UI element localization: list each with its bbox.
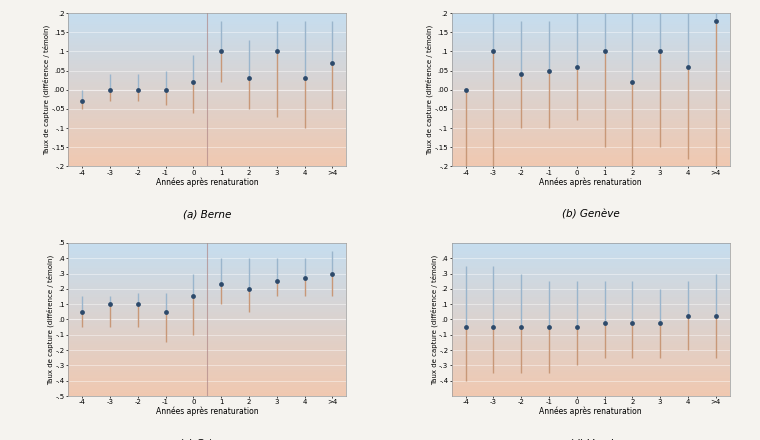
Point — [215, 48, 227, 55]
Point — [571, 63, 583, 70]
X-axis label: Années après renaturation: Années après renaturation — [156, 407, 258, 416]
Text: (d) Vaud: (d) Vaud — [568, 439, 613, 440]
X-axis label: Années après renaturation: Années après renaturation — [540, 177, 642, 187]
Text: (b) Genève: (b) Genève — [562, 209, 619, 219]
Point — [104, 86, 116, 93]
Point — [682, 313, 694, 320]
Point — [299, 75, 311, 82]
Point — [599, 319, 611, 326]
Point — [326, 270, 338, 277]
Y-axis label: Taux de capture (différence / témoin): Taux de capture (différence / témoin) — [47, 254, 54, 385]
Point — [187, 293, 199, 300]
Y-axis label: Taux de capture (différence / témoin): Taux de capture (différence / témoin) — [430, 254, 438, 385]
Point — [76, 308, 88, 315]
Y-axis label: Taux de capture (différence / témoin): Taux de capture (différence / témoin) — [43, 25, 50, 155]
Point — [460, 323, 472, 330]
Text: (c) Grisons: (c) Grisons — [179, 439, 236, 440]
Point — [543, 67, 555, 74]
Point — [160, 308, 172, 315]
Point — [243, 75, 255, 82]
Point — [515, 71, 527, 78]
Point — [626, 79, 638, 86]
Point — [299, 275, 311, 282]
Point — [626, 319, 638, 326]
Point — [654, 48, 667, 55]
Point — [104, 301, 116, 308]
Point — [571, 323, 583, 330]
Point — [215, 281, 227, 288]
Point — [682, 63, 694, 70]
Point — [271, 48, 283, 55]
Point — [515, 323, 527, 330]
Point — [243, 285, 255, 292]
X-axis label: Années après renaturation: Années après renaturation — [540, 407, 642, 416]
Point — [326, 59, 338, 66]
Point — [543, 323, 555, 330]
Point — [271, 278, 283, 285]
Y-axis label: Taux de capture (différence / témoin): Taux de capture (différence / témoin) — [426, 25, 433, 155]
Point — [460, 86, 472, 93]
X-axis label: Années après renaturation: Années après renaturation — [156, 177, 258, 187]
Point — [76, 98, 88, 105]
Point — [487, 323, 499, 330]
Point — [710, 17, 722, 24]
Point — [131, 86, 144, 93]
Point — [160, 86, 172, 93]
Point — [487, 48, 499, 55]
Point — [654, 319, 667, 326]
Text: (a) Berne: (a) Berne — [183, 209, 232, 219]
Point — [710, 313, 722, 320]
Point — [187, 79, 199, 86]
Point — [599, 48, 611, 55]
Point — [131, 301, 144, 308]
